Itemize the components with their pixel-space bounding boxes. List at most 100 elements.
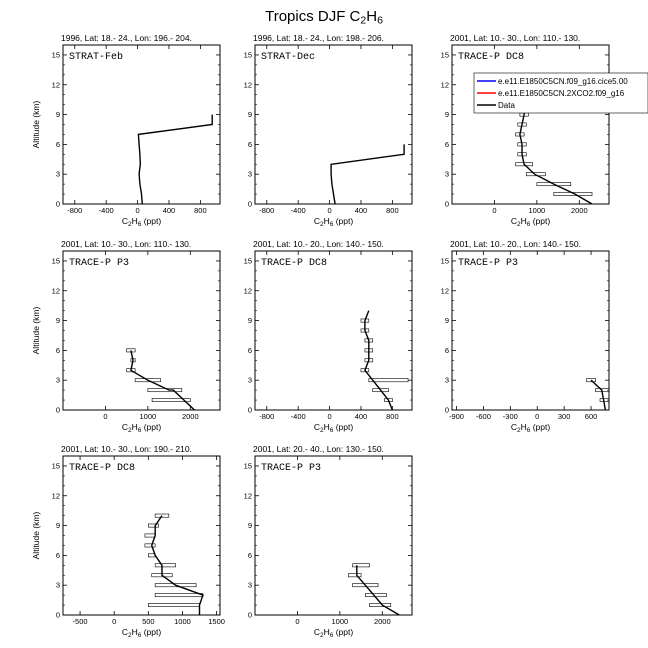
y-tick-label: 12 [441,80,449,89]
x-tick-label: 1000 [529,206,546,215]
legend-label: Data [498,101,515,110]
data-series-line [137,114,213,205]
panel-header: 2001, Lat: 10.- 30., Lon: 110.- 130. [61,239,191,249]
y-tick-label: 9 [445,316,449,325]
x-tick-label: 0 [327,412,331,421]
y-tick-label: 12 [52,286,60,295]
range-bar [134,378,161,383]
range-bar [154,513,170,518]
y-tick-label: 15 [244,461,252,470]
x-tick-label: 800 [386,412,399,421]
data-series-line [150,515,204,615]
range-bar [586,378,596,383]
y-tick-label: 9 [56,521,60,530]
range-bar [148,603,200,607]
range-bar [525,172,546,177]
x-tick-label: -500 [73,617,88,626]
range-bar [154,583,197,588]
panel-3: 2001, Lat: 10.- 30., Lon: 110.- 130. 0 3 6 9… [441,33,610,228]
panel-annotation: TRACE-P P3 [69,258,129,269]
data-series-line [330,144,405,205]
range-bar [352,583,379,588]
panel-header: 2001, Lat: 20.- 40., Lon: 130.- 150. [253,444,384,454]
x-axis-label: C2H6 (ppt) [122,422,162,434]
plot-frame [62,455,221,616]
y-axis-label: Altitude (km) [31,306,41,354]
y-axis-label: Altitude (km) [31,100,41,148]
range-bar [368,378,409,383]
range-bar [372,388,389,393]
y-tick-label: 15 [441,50,449,59]
y-axis-label: Altitude (km) [31,511,41,559]
panel-header: 2001, Lat: 10.- 20., Lon: 140.- 150. [450,239,581,249]
x-tick-label: 500 [142,617,155,626]
panel-annotation: TRACE-P DC8 [458,52,524,63]
panel-header: 1996, Lat: 18.- 24., Lon: 196.- 204. [61,33,192,43]
y-tick-label: 15 [52,50,60,59]
range-bar [348,573,362,578]
y-tick-label: 6 [56,551,60,560]
y-tick-label: 9 [56,110,60,119]
y-tick-label: 9 [445,110,449,119]
legend-box [473,72,648,114]
x-tick-label: -800 [259,412,274,421]
y-tick-label: 12 [52,80,60,89]
plot-frame [451,44,610,205]
figure-title: Tropics DJF C2H6 [265,8,383,27]
x-tick-label: 0 [135,206,139,215]
y-tick-label: 6 [445,140,449,149]
plot-frame [254,455,413,616]
x-tick-label: 300 [558,412,571,421]
y-tick-label: 12 [244,80,252,89]
range-bar [151,398,191,402]
range-bar [144,543,156,548]
y-tick-label: 12 [52,491,60,500]
x-tick-label: -400 [99,206,114,215]
y-tick-label: 6 [56,140,60,149]
x-axis-label: C2H6 (ppt) [314,216,354,228]
range-bar [148,523,159,528]
range-bar [147,388,183,393]
legend: e.e11.E1850C5CN.f09_g16.cice5.00 e.e11.E1… [473,72,648,114]
y-tick-label: 6 [248,140,252,149]
panel-header: 2001, Lat: 10.- 30., Lon: 190.- 210. [61,444,192,454]
x-tick-label: 400 [355,412,368,421]
x-tick-label: 1500 [208,617,225,626]
x-tick-label: 1000 [174,617,191,626]
panel-header: 1996, Lat: 18.- 24., Lon: 198.- 206. [253,33,384,43]
panel-5: 2001, Lat: 10.- 20., Lon: 140.- 150. 0 3 6 9… [244,239,413,434]
range-bar [369,603,392,607]
x-tick-label: 400 [163,206,176,215]
x-axis-label: C2H6 (ppt) [122,216,162,228]
plot-frame [254,250,413,411]
y-tick-label: 15 [244,256,252,265]
panel-7: 2001, Lat: 10.- 30., Lon: 190.- 210. 0 3 6 9… [31,444,225,639]
panel-8: 2001, Lat: 20.- 40., Lon: 130.- 150. 0 3 6 9… [244,444,413,639]
y-tick-label: 0 [248,200,252,209]
y-tick-label: 3 [248,170,252,179]
y-tick-label: 15 [441,256,449,265]
x-tick-label: 1000 [332,617,349,626]
x-tick-label: 600 [585,412,598,421]
plot-frame [254,44,413,205]
range-bar [365,593,387,598]
x-tick-label: -400 [291,412,306,421]
x-tick-label: -600 [476,412,491,421]
panel-6: 2001, Lat: 10.- 20., Lon: 140.- 150. 0 3 6 9… [441,239,610,434]
y-tick-label: 3 [56,376,60,385]
panel-annotation: TRACE-P P3 [458,258,518,269]
x-tick-label: -800 [67,206,82,215]
y-tick-label: 0 [445,200,449,209]
y-tick-label: 3 [56,581,60,590]
x-tick-label: 1000 [140,412,157,421]
panel-header: 2001, Lat: 10.- 20., Lon: 140.- 150. [253,239,384,249]
y-tick-label: 3 [248,581,252,590]
x-tick-label: 2000 [571,206,588,215]
x-tick-label: 800 [194,206,207,215]
y-tick-label: 3 [56,170,60,179]
x-axis-label: C2H6 (ppt) [122,627,162,639]
range-bar [352,563,370,568]
plot-frame [62,250,221,411]
panel-annotation: STRAT-Dec [261,52,315,63]
